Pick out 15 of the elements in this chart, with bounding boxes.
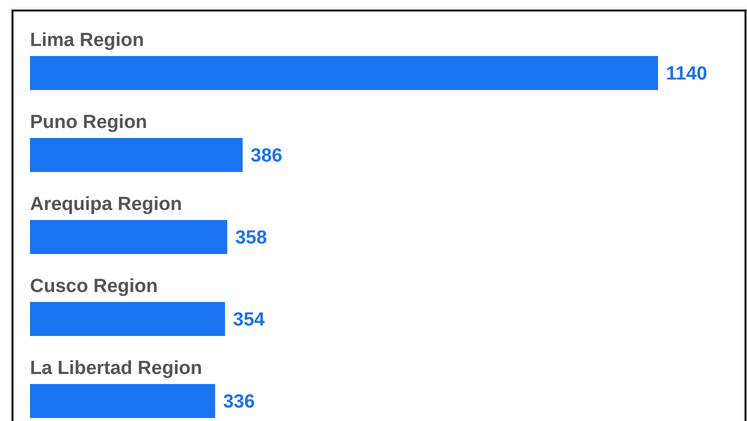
bar — [30, 220, 228, 254]
bar — [30, 384, 216, 418]
y-tick-label: Cusco Region — [30, 276, 158, 297]
bar — [30, 56, 658, 90]
y-tick-label: La Libertad Region — [30, 358, 202, 379]
y-tick-label: Lima Region — [30, 30, 144, 51]
data-label: 336 — [223, 392, 255, 413]
bar — [30, 302, 226, 336]
data-label: 358 — [235, 228, 267, 249]
y-tick-label: Arequipa Region — [30, 194, 182, 215]
y-tick-label: Puno Region — [30, 112, 148, 133]
data-label: 1140 — [666, 64, 708, 85]
data-label: 354 — [233, 310, 266, 331]
bar — [30, 138, 243, 172]
data-label: 386 — [250, 146, 282, 167]
